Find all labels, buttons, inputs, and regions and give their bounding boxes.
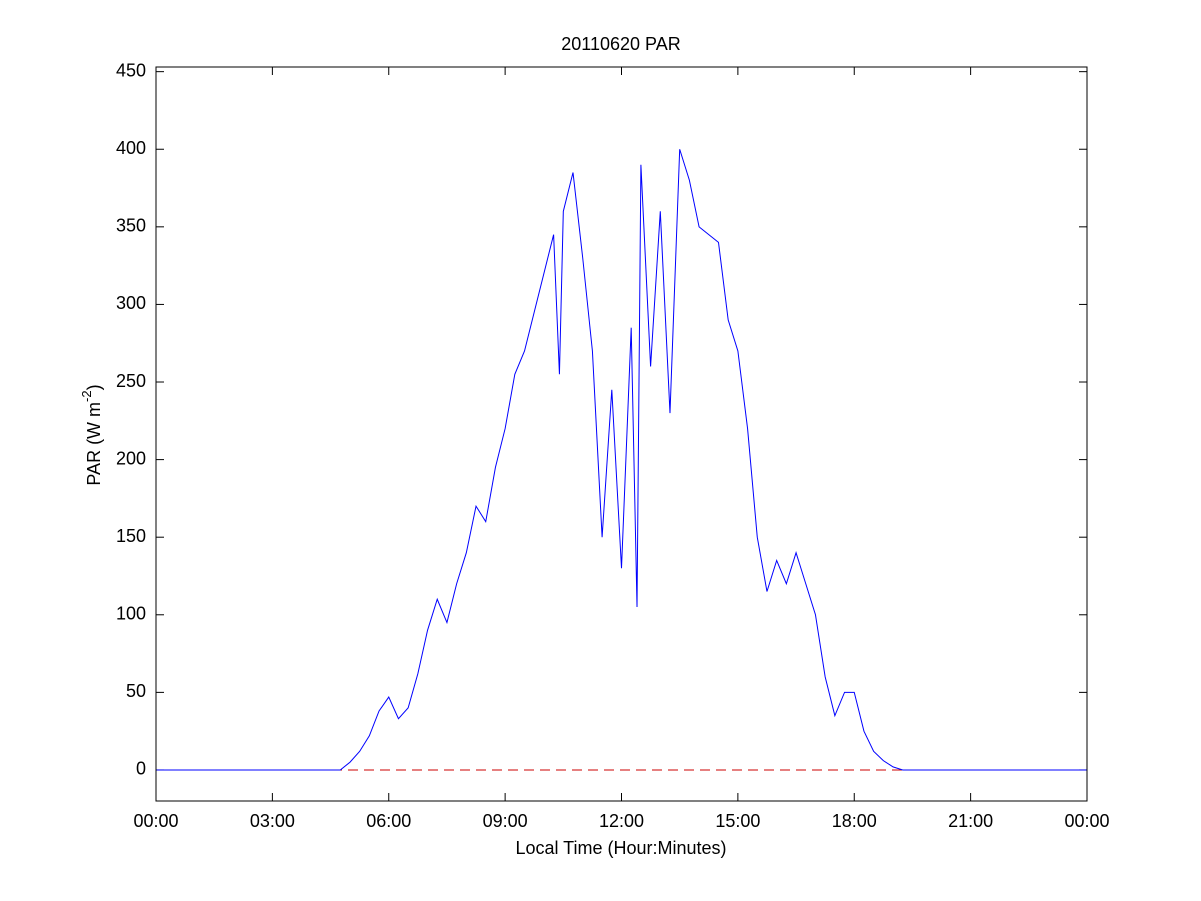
chart-title: 20110620 PAR — [561, 34, 680, 54]
y-tick-label: 200 — [116, 448, 146, 468]
y-axis-label-text: PAR (W m — [84, 402, 104, 486]
y-tick-label: 350 — [116, 216, 146, 236]
x-tick-label: 06:00 — [366, 811, 411, 831]
plot-frame — [155, 66, 1088, 802]
y-tick-label: 50 — [126, 681, 146, 701]
x-tick-label: 03:00 — [250, 811, 295, 831]
x-tick-label: 09:00 — [483, 811, 528, 831]
y-tick-label: 100 — [116, 604, 146, 624]
y-tick-label: 250 — [116, 371, 146, 391]
x-tick-label: 00:00 — [133, 811, 178, 831]
x-tick-label: 00:00 — [1064, 811, 1109, 831]
x-tick-label: 21:00 — [948, 811, 993, 831]
y-tick-label: 300 — [116, 293, 146, 313]
y-tick-label: 0 — [136, 759, 146, 779]
y-tick-label: 400 — [116, 138, 146, 158]
y-axis-label: PAR (W m-2) — [79, 384, 103, 485]
data-line — [156, 149, 1087, 771]
x-tick-label: 15:00 — [715, 811, 760, 831]
x-tick-label: 12:00 — [599, 811, 644, 831]
y-axis-label-superscript: -2 — [79, 390, 94, 402]
y-tick-label: 150 — [116, 526, 146, 546]
x-axis-label: Local Time (Hour:Minutes) — [515, 838, 726, 858]
y-axis-label-suffix: ) — [84, 384, 104, 390]
y-tick-label: 450 — [116, 60, 146, 80]
x-tick-label: 18:00 — [832, 811, 877, 831]
